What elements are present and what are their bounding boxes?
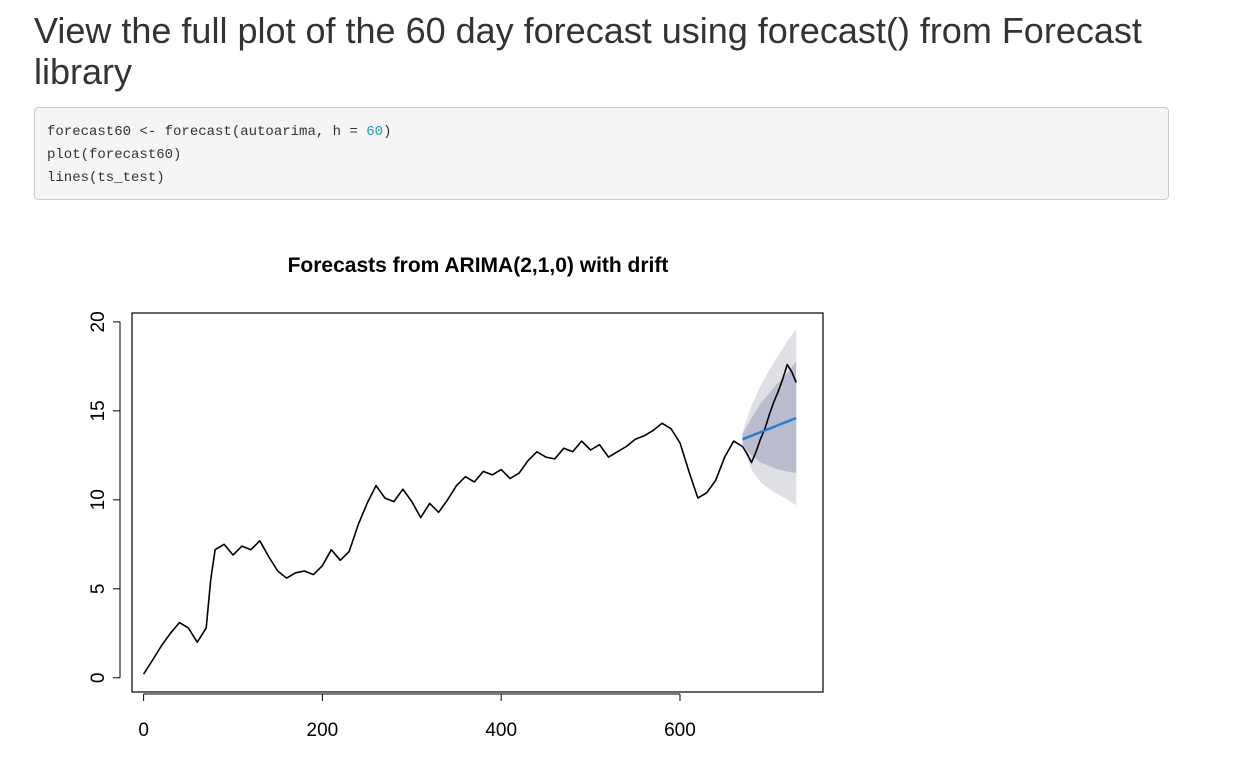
forecast-mean-line (742, 416, 797, 441)
x-tick-label: 200 (307, 720, 339, 741)
code-block: forecast60 <- forecast(autoarima, h = 60… (34, 107, 1169, 200)
y-tick-label: 5 (88, 584, 109, 595)
code-text: forecast60 <- forecast(autoarima, h = (47, 124, 367, 140)
code-number: 60 (366, 124, 384, 140)
x-tick-label: 600 (664, 720, 696, 741)
code-line: lines(ts_test) (47, 167, 1156, 190)
plot-frame (131, 312, 824, 693)
section-heading: View the full plot of the 60 day forecas… (34, 10, 1142, 92)
chart-title: Forecasts from ARIMA(2,1,0) with drift (288, 254, 669, 277)
test-line (741, 363, 797, 464)
y-tick-label: 10 (88, 489, 109, 510)
forecast-chart: Forecasts from ARIMA(2,1,0) with drift 0… (88, 254, 824, 741)
x-tick-label: 0 (138, 720, 149, 741)
series-lines (142, 363, 797, 675)
code-text: ) (383, 124, 392, 140)
observed-line (142, 422, 743, 675)
code-text: lines(ts_test) (47, 170, 165, 186)
code-text: plot(forecast60) (47, 147, 182, 163)
y-tick-label: 0 (88, 673, 109, 684)
x-tick-label: 400 (485, 720, 517, 741)
y-tick-label: 20 (88, 311, 109, 332)
code-line: plot(forecast60) (47, 144, 1156, 167)
axes: 0 200 400 600 0 5 10 15 20 (88, 311, 696, 741)
code-line: forecast60 <- forecast(autoarima, h = 60… (47, 121, 1156, 144)
y-tick-label: 15 (88, 400, 109, 421)
